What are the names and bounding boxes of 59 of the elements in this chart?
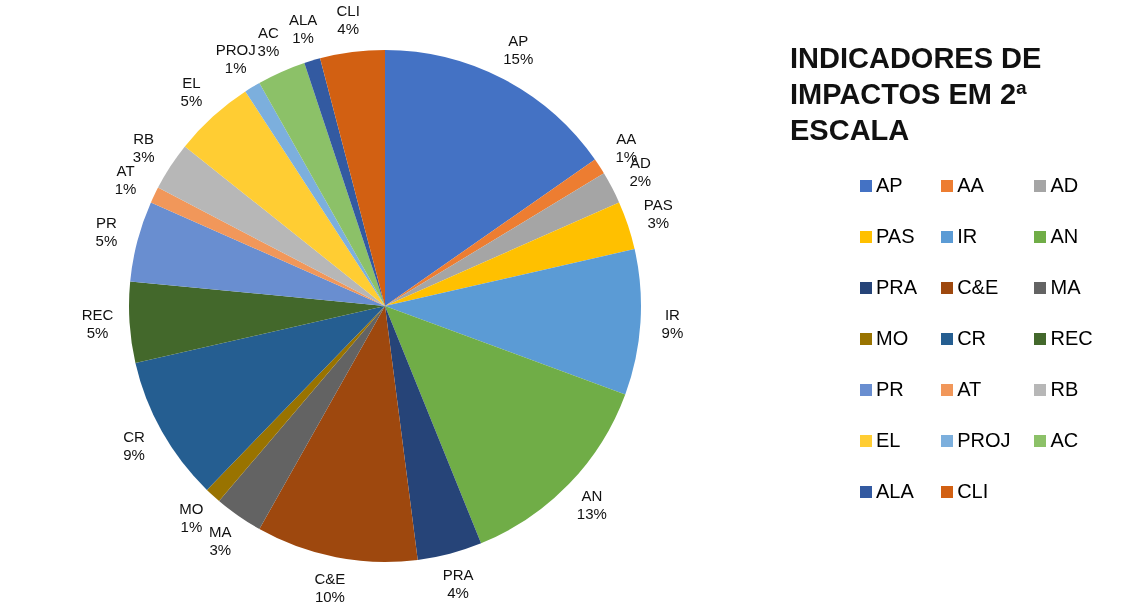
legend-label: AN [1050,225,1079,248]
legend-label: AC [1050,429,1079,452]
slice-label: CR [123,428,146,446]
slice-label: PAS [643,196,673,214]
data-label: 9% [661,323,684,341]
legend-label: AP [876,174,903,197]
legend-label: AA [957,174,984,197]
data-label: 3% [257,41,280,59]
slice-label: AC [258,23,280,41]
legend-label: PR [876,378,904,401]
legend-label: AD [1050,174,1079,197]
slice-label: REC [81,305,114,323]
data-label: 1% [180,518,203,536]
slice-label: AA [616,130,637,148]
data-label: 1% [292,29,314,47]
legend-label: MA [1050,276,1081,299]
data-label: 1% [114,180,137,198]
legend-label: AT [957,378,982,401]
legend-label: PAS [876,225,915,248]
slice-label: C&E [314,569,346,587]
legend-label: REC [1050,327,1093,350]
slice-label: IR [664,305,681,323]
slice-label: AN [581,487,603,505]
legend-label: RB [1050,378,1079,401]
data-label: 1% [224,58,247,76]
data-label: 3% [132,148,155,166]
data-label: 3% [647,214,670,232]
slice-label: AP [508,31,529,49]
data-label: 5% [180,91,203,109]
legend-label: EL [876,429,901,452]
slice-label: PROJ [215,40,256,58]
slice-label: ALA [288,11,318,29]
slice-label: MA [208,523,232,541]
legend-label: MO [876,327,909,350]
slice-label: RB [133,130,155,148]
slice-label: AT [116,162,135,180]
legend-label: PRA [876,276,918,299]
data-label: 15% [503,49,534,67]
data-label: 5% [86,323,109,341]
slice-label: PR [96,214,117,232]
text: INDICADORES DE IMPACTOS EM 2ª ESCALA [790,41,1043,148]
slice-label: CLI [336,1,360,19]
slice-label: MO [179,500,204,518]
data-label: 10% [314,587,345,605]
slice-label: PRA [442,565,474,583]
data-label: 9% [123,446,145,464]
data-label: 4% [337,19,360,37]
data-label: 3% [209,541,232,559]
data-label: 2% [629,171,652,189]
legend-label: PROJ [957,429,1011,452]
slice-label: EL [182,73,201,91]
legend-label: ALA [876,480,914,503]
legend-label: CLI [957,480,989,503]
legend-label: IR [957,225,978,248]
data-label: 5% [95,232,118,250]
data-label: 13% [576,505,607,523]
data-label: 4% [447,583,469,601]
legend-label: CR [957,327,987,350]
legend-label: C&E [957,276,999,299]
